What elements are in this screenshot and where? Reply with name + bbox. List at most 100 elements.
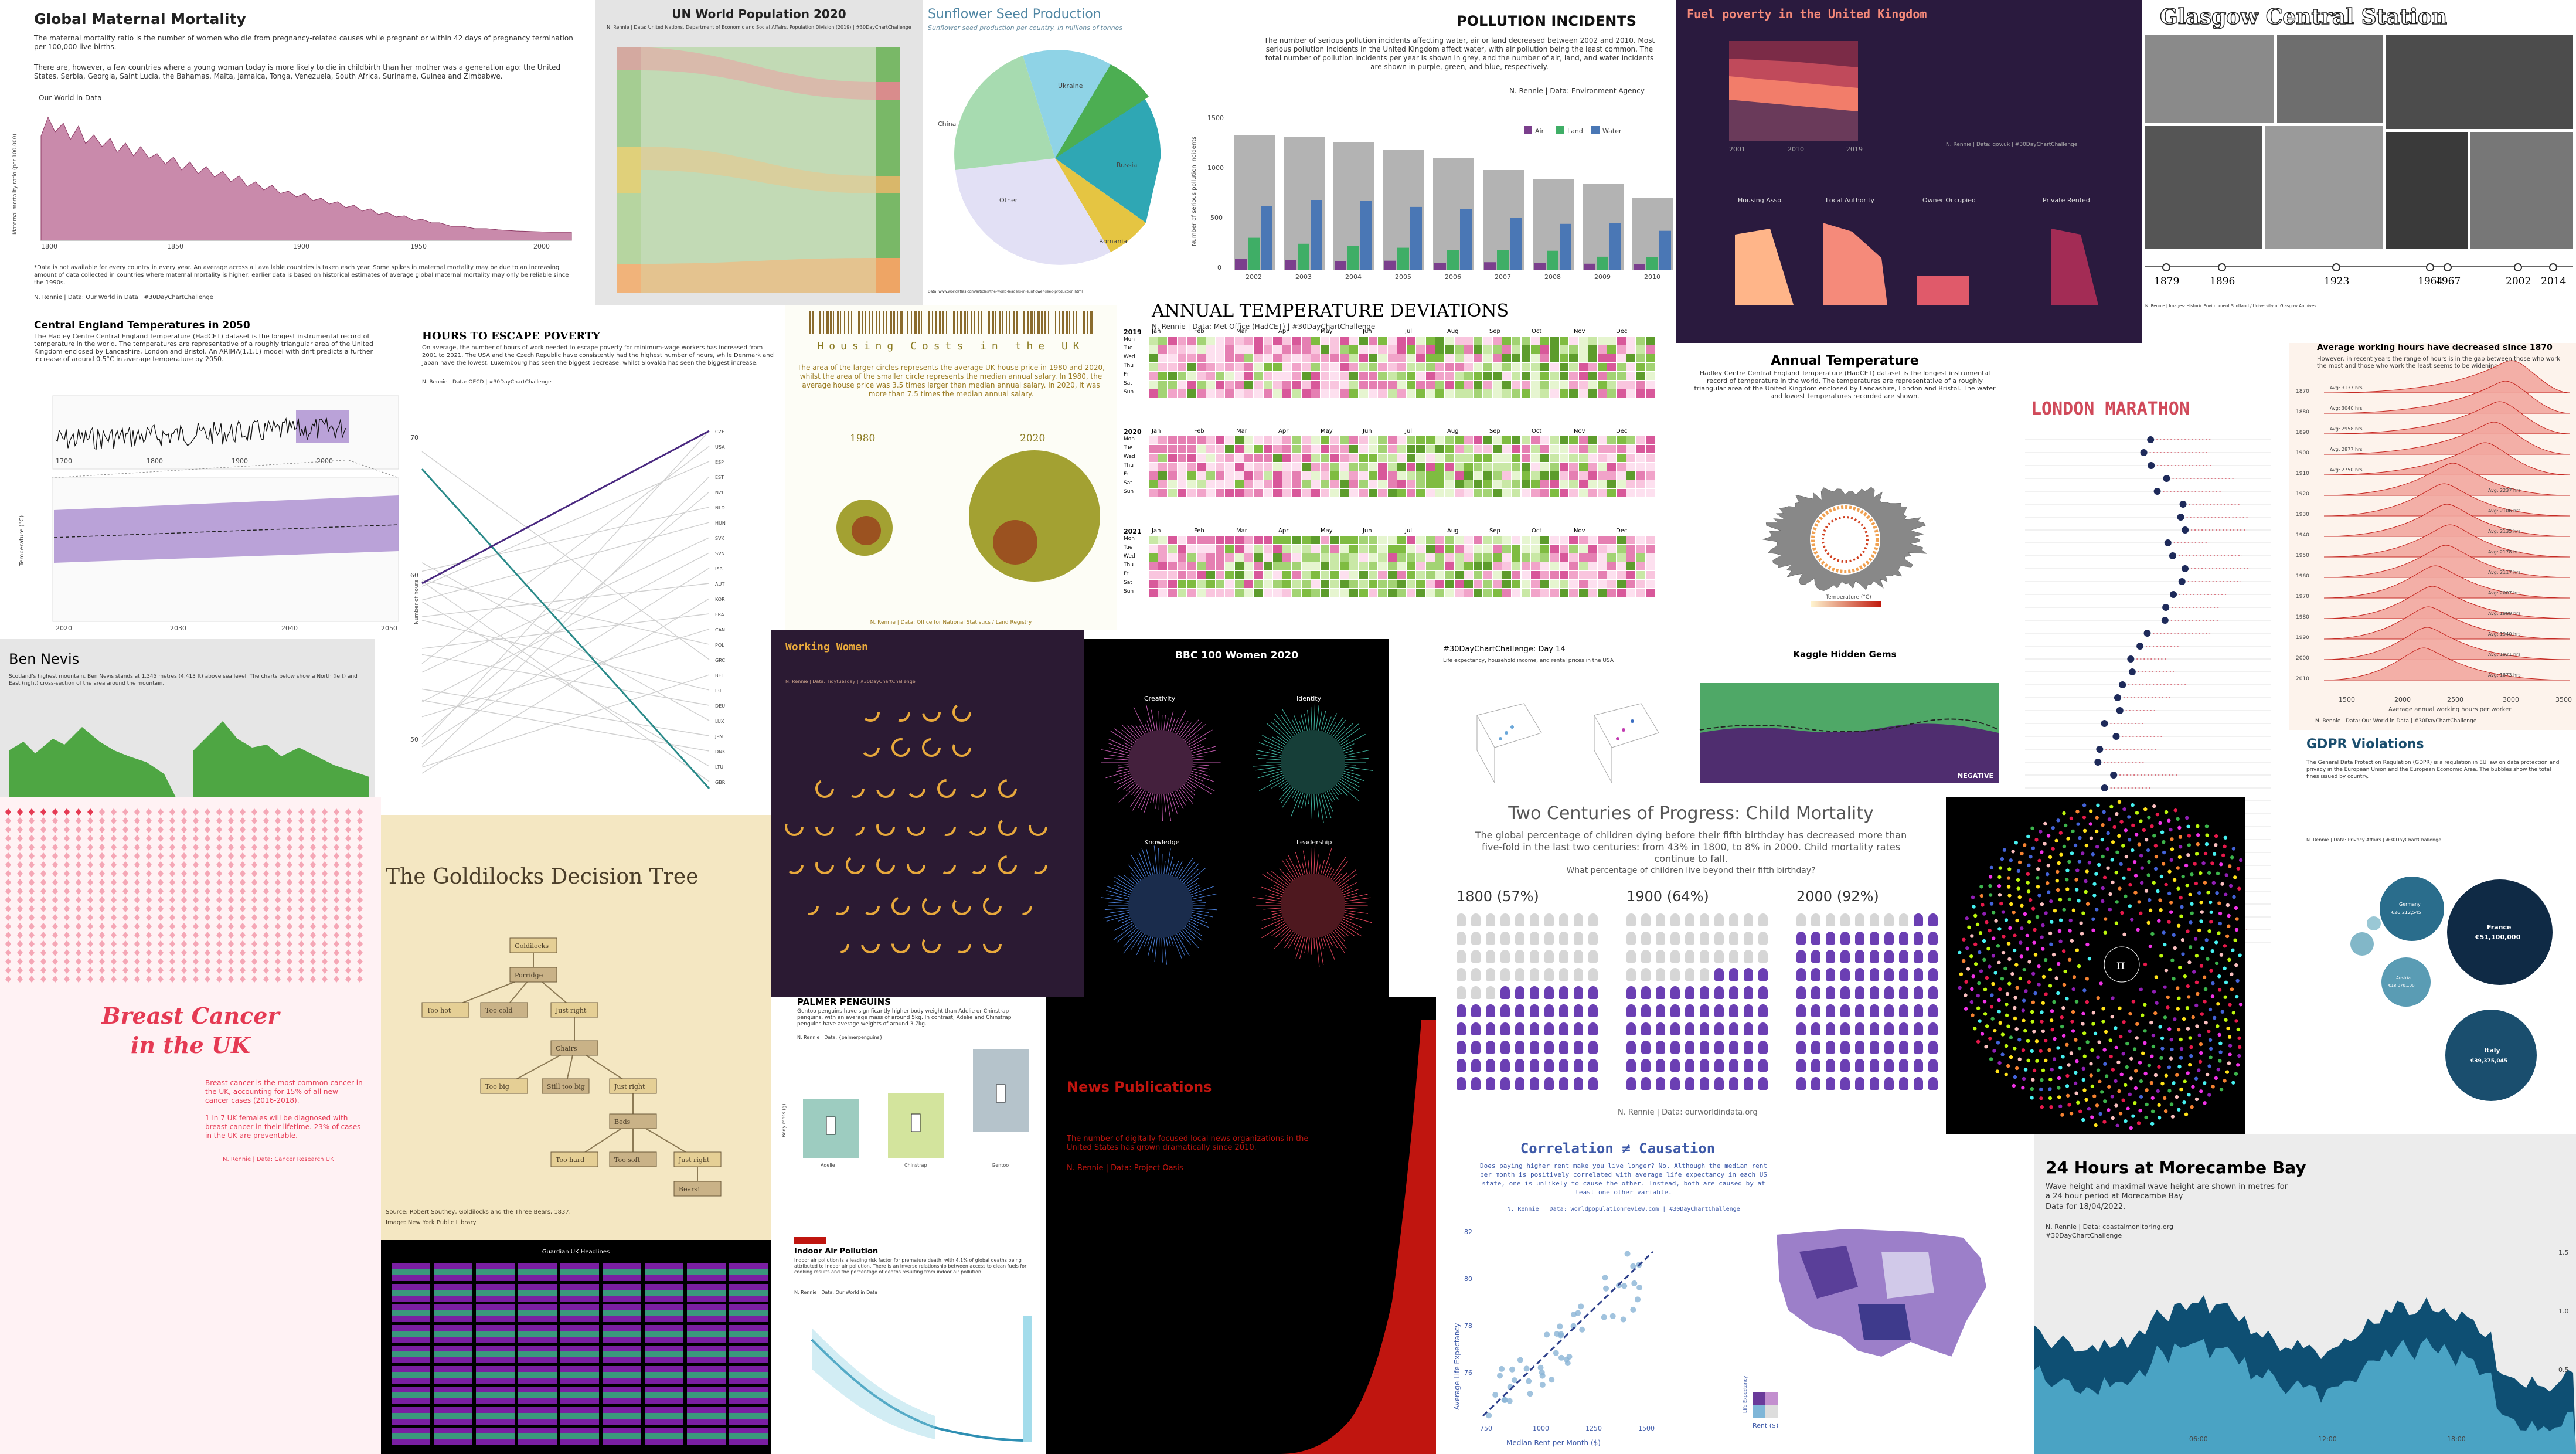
diamond-mark — [76, 844, 81, 851]
pi-digit-dot — [2000, 857, 2005, 861]
pi-digit-dot — [1986, 946, 1990, 951]
diamond-mark — [122, 949, 128, 956]
heatmap-cell — [1425, 536, 1435, 544]
heatmap-cell — [1349, 463, 1359, 471]
diamond-mark — [228, 976, 234, 983]
pi-digit-dot — [2199, 1089, 2203, 1093]
heatmap-cell — [1387, 553, 1397, 562]
diamond-mark — [134, 852, 140, 860]
heatmap-cell — [1196, 463, 1206, 471]
pi-digit-dot — [2177, 1108, 2181, 1112]
heatmap-cell — [1149, 553, 1158, 562]
bbc-spoke — [1332, 931, 1347, 949]
bbc-spoke — [1106, 889, 1130, 898]
guardian-band — [476, 1331, 515, 1337]
pi-digit-dot — [2048, 967, 2053, 972]
child-person-icon — [1559, 1059, 1568, 1072]
heatmap-cell — [1483, 354, 1492, 362]
pi-digit-dot — [2054, 838, 2058, 843]
heatmap-cell — [1521, 445, 1530, 453]
heatmap-cell — [1234, 354, 1244, 362]
bbc-spoke — [1270, 773, 1283, 778]
pi-digit-dot — [1983, 987, 1988, 992]
heatmap-cell — [1578, 589, 1588, 597]
ridge-year: 1950 — [2296, 553, 2309, 559]
pi-digit-dot — [2098, 1112, 2102, 1116]
glasgow-timeline-dot — [2514, 263, 2522, 271]
diamond-mark — [87, 844, 93, 851]
diamond-mark — [345, 870, 351, 877]
barcode-bar — [978, 311, 979, 334]
heatmap-cell — [1254, 471, 1263, 480]
diamond-mark — [29, 888, 35, 895]
heatmap-cell — [1378, 345, 1387, 354]
bbc-spoke — [1186, 780, 1197, 789]
heatmap-cell — [1234, 536, 1244, 544]
svg-text:1500: 1500 — [2339, 696, 2355, 704]
diamond-mark — [52, 949, 58, 956]
child-person-icon — [1840, 1004, 1850, 1017]
maternal-xtick: 1800 — [41, 243, 57, 250]
heatmap-cell — [1158, 471, 1168, 480]
pi-digit-dot — [2209, 910, 2213, 914]
heatmap-cell — [1588, 436, 1597, 444]
pi-digit-dot — [2101, 854, 2105, 859]
child-person-icon — [1457, 1041, 1466, 1054]
pi-digit-dot — [1976, 1039, 1981, 1044]
heatmap-cell — [1378, 363, 1387, 371]
heatmap-cell — [1569, 471, 1578, 480]
heatmap-cell — [1407, 580, 1416, 588]
marathon-point — [2127, 655, 2135, 663]
heatmap-cell — [1216, 389, 1225, 398]
barcode-bar — [869, 311, 870, 334]
heatmap-cell — [1607, 480, 1617, 488]
diamond-mark — [345, 914, 351, 921]
diamond-mark — [5, 949, 11, 956]
bbc-spoke — [1340, 779, 1359, 791]
pi-digit-dot — [2215, 891, 2219, 895]
heatmap-cell — [1244, 480, 1253, 488]
panel-kaggle: Kaggle Hidden Gems NEGATIVE — [1676, 642, 2013, 797]
diamond-mark — [251, 940, 257, 947]
tree-node-label: Too cold — [485, 1007, 513, 1014]
heatmap-cell — [1474, 545, 1483, 553]
heatmap-cell — [1301, 363, 1311, 371]
diamond-mark — [240, 896, 246, 903]
heatmap-cell — [1282, 562, 1292, 570]
bbc-spoke — [1271, 779, 1286, 789]
diamond-mark — [87, 817, 93, 824]
pi-digit-dot — [2172, 1081, 2176, 1085]
child-person-icon — [1486, 1077, 1495, 1090]
goldilocks-title: The Goldilocks Decision Tree — [386, 865, 699, 889]
pi-digit-dot — [2019, 954, 2024, 959]
bbc-spoke — [1103, 912, 1129, 919]
diamond-mark — [169, 958, 175, 965]
heatmap-cell — [1425, 337, 1435, 345]
bbc-spoke — [1263, 739, 1284, 750]
heatmap-cell — [1607, 363, 1617, 371]
diamond-mark — [322, 852, 328, 860]
pi-digit-dot — [2075, 1059, 2079, 1064]
pollution-water-bar — [1560, 223, 1571, 270]
heatmap-cell — [1531, 436, 1540, 444]
heatmap-month: Aug — [1447, 428, 1459, 434]
guardian-band — [645, 1392, 683, 1398]
heatmap-cell — [1636, 381, 1645, 389]
diamond-mark — [322, 844, 328, 851]
child-person-icon — [1515, 1077, 1524, 1090]
heatmap-cell — [1187, 471, 1196, 480]
pi-digit-dot — [2203, 987, 2208, 991]
heatmap-cell — [1177, 480, 1186, 488]
svg-text:Local Authority: Local Authority — [1826, 196, 1874, 204]
pi-digit-dot — [2208, 1007, 2213, 1012]
diamond-mark — [64, 923, 70, 930]
news-intro: The number of digitally-focused local ne… — [1067, 1134, 1309, 1152]
maternal-ylabel: Maternal mortality ratio (per 100,000) — [12, 134, 18, 235]
barcode-bar — [872, 311, 873, 334]
pi-digit-dot — [2190, 872, 2194, 877]
ww-ring — [952, 703, 971, 722]
guardian-band — [687, 1392, 726, 1398]
pi-digit-dot — [2081, 1078, 2086, 1082]
child-person-icon — [1700, 1059, 1709, 1072]
heatmap-cell — [1636, 580, 1645, 588]
